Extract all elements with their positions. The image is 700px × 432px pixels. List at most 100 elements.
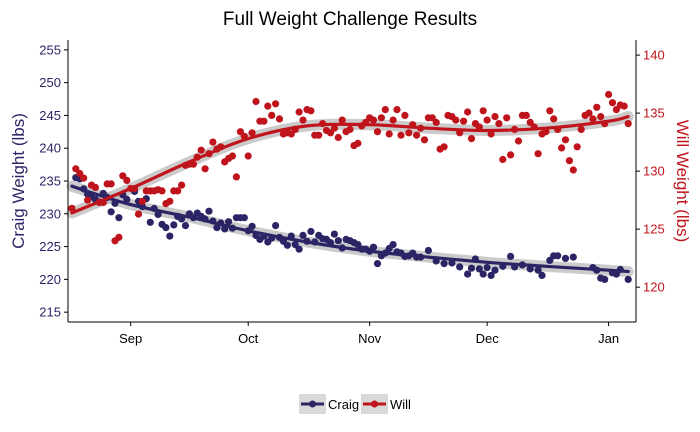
data-point-will [275, 115, 284, 123]
data-point-craig [483, 264, 491, 272]
x-axis-ticks: Sep Oct Nov Dec Jan [119, 322, 619, 346]
data-point-will [268, 111, 276, 119]
data-point-will [68, 204, 76, 212]
x-tick-label: Jan [598, 331, 619, 346]
data-point-will [307, 107, 315, 115]
data-point-will [401, 111, 409, 119]
data-point-craig [601, 275, 609, 283]
data-point-will [432, 118, 440, 126]
data-point-will [346, 125, 354, 133]
data-point-craig [561, 254, 570, 262]
data-point-will [397, 131, 405, 139]
left-axis-label: Craig Weight (lbs) [9, 113, 28, 249]
trend-line-craig [70, 184, 630, 274]
data-point-will [503, 114, 511, 122]
data-point-will [338, 116, 346, 124]
right-tick-label: 135 [643, 106, 665, 121]
data-point-craig [283, 241, 291, 249]
data-point-will [334, 133, 342, 142]
data-point-will [413, 131, 421, 139]
data-point-craig [464, 270, 472, 278]
data-point-will [260, 117, 268, 125]
data-point-will [389, 116, 397, 124]
data-point-craig [448, 259, 456, 267]
data-point-will [166, 197, 174, 205]
left-tick-label: 225 [39, 239, 61, 254]
data-point-will [546, 107, 554, 115]
data-point-craig [534, 266, 542, 274]
data-point-will [514, 137, 523, 145]
data-point-will [499, 155, 507, 164]
data-point-craig [569, 253, 577, 261]
data-point-will [315, 131, 323, 139]
data-point-will [460, 117, 468, 125]
data-point-will [232, 173, 240, 181]
legend-marker-craig [309, 400, 316, 408]
data-point-will [573, 143, 581, 151]
left-tick-label: 235 [39, 174, 61, 189]
data-point-craig [295, 245, 303, 253]
legend-marker-will [371, 400, 378, 408]
data-point-will [522, 111, 530, 119]
data-point-will [491, 113, 499, 121]
data-point-craig [272, 222, 280, 230]
data-point-craig [162, 224, 170, 232]
data-point-will [487, 130, 495, 138]
data-point-will [252, 97, 260, 106]
data-point-craig [240, 214, 248, 222]
x-tick-label: Dec [476, 331, 500, 346]
data-point-will [228, 152, 237, 160]
data-point-will [605, 90, 613, 99]
legend-item-craig: Craig [299, 394, 359, 414]
data-point-craig [334, 237, 342, 245]
data-point-craig [526, 265, 534, 273]
data-point-craig [467, 264, 476, 272]
data-point-will [381, 106, 389, 114]
data-point-will [452, 116, 460, 124]
data-point-craig [123, 195, 131, 203]
data-point-will [134, 210, 143, 218]
data-point-craig [205, 207, 213, 215]
trend-line-will [70, 115, 630, 215]
trend-lines [70, 115, 630, 274]
data-point-craig [487, 271, 495, 279]
data-point-will [405, 129, 413, 137]
x-tick-label: Oct [238, 331, 259, 346]
data-point-will [585, 109, 593, 117]
data-point-will [393, 106, 401, 114]
data-point-craig [373, 260, 382, 268]
left-tick-label: 220 [39, 272, 61, 287]
x-tick-label: Nov [358, 331, 382, 346]
data-point-craig [369, 243, 378, 251]
data-point-will [620, 102, 628, 110]
data-point-will [558, 144, 566, 152]
data-point-will [330, 124, 338, 132]
right-tick-label: 130 [643, 164, 665, 179]
data-point-will [369, 116, 378, 124]
data-point-craig [507, 252, 515, 260]
left-tick-label: 245 [39, 108, 61, 123]
data-point-will [158, 187, 166, 195]
data-point-will [420, 136, 429, 144]
data-point-craig [146, 218, 154, 226]
data-point-craig [181, 222, 190, 230]
data-point-craig [479, 270, 487, 278]
data-point-will [385, 130, 393, 138]
data-point-will [72, 165, 80, 173]
data-point-will [178, 181, 186, 189]
data-point-will [440, 143, 448, 151]
right-axis-ticks: 120 125 130 135 140 [636, 48, 665, 295]
data-point-craig [225, 218, 233, 226]
data-point-craig [456, 263, 464, 271]
data-point-craig [554, 252, 562, 260]
data-point-craig [475, 265, 483, 273]
data-point-will [107, 180, 115, 188]
chart-title: Full Weight Challenge Results [223, 9, 477, 30]
legend-item-will: Will [361, 394, 411, 414]
data-point-will [377, 114, 385, 122]
data-point-craig [330, 230, 338, 238]
legend-label-will: Will [390, 397, 411, 412]
data-point-will [91, 183, 99, 191]
data-point-will [354, 139, 362, 147]
